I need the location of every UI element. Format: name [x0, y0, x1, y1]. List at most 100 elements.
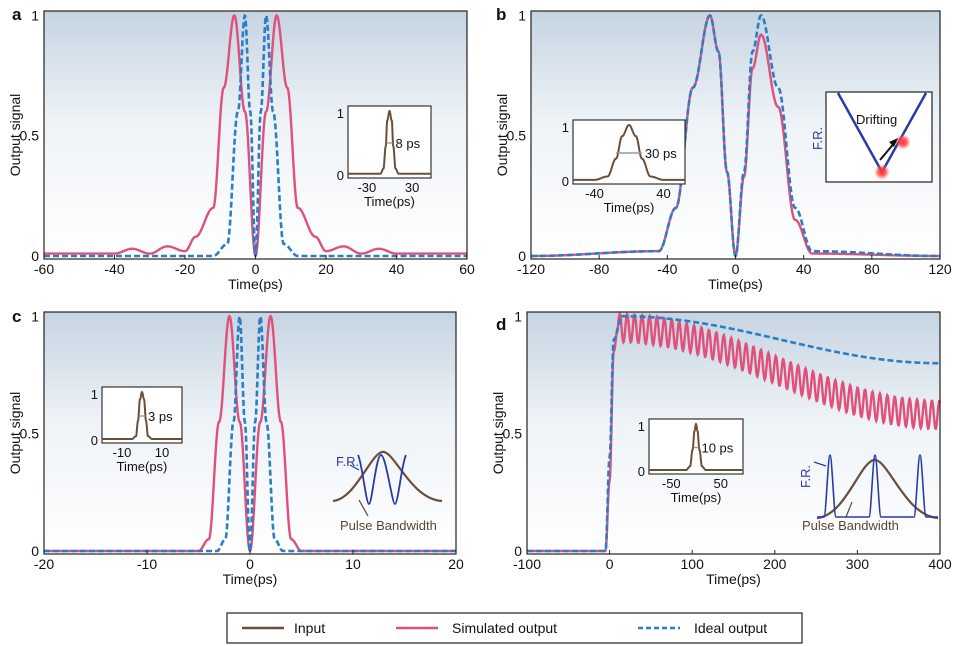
inset-y-tick-label: 0	[337, 168, 344, 183]
x-axis-label: Time(ps)	[706, 571, 761, 587]
schematic-bandwidth-c: F.R. Pulse Bandwidth	[332, 450, 443, 533]
x-tick-label: 60	[459, 261, 475, 277]
x-tick-label: -60	[34, 261, 54, 277]
x-axis-label: Time(ps)	[708, 276, 763, 292]
inset-chart: 8 ps -30 30 0 1 Time(ps)	[337, 105, 432, 209]
legend: Input Simulated output Ideal output	[226, 612, 803, 644]
panel-letter-a: a	[12, 5, 22, 24]
schematic-d-fr-label: F.R.	[798, 465, 813, 488]
inset-annotation: 30 ps	[645, 146, 677, 161]
inset-x-tick-label: 30	[405, 180, 419, 195]
inset-series-input	[348, 109, 431, 175]
inset-chart: 3 ps -10 10 0 1 Time(ps)	[91, 386, 183, 474]
x-tick-label: 40	[796, 261, 812, 277]
y-axis-label: Output signal	[7, 94, 23, 177]
x-tick-label: -20	[175, 261, 195, 277]
x-axis-label: Time(ps)	[223, 571, 278, 587]
schematic-c-annotation: Pulse Bandwidth	[340, 518, 437, 533]
inset-frame	[101, 386, 183, 444]
x-tick-label: 200	[763, 556, 787, 572]
x-tick-label: 0	[252, 261, 260, 277]
x-tick-label: 0	[246, 556, 254, 572]
inset-x-axis-label: Time(ps)	[117, 459, 168, 474]
inset-x-tick-label: 50	[714, 476, 728, 491]
inset-x-tick-label: -50	[662, 476, 681, 491]
y-tick-label: 1	[518, 7, 526, 23]
x-tick-label: 300	[846, 556, 870, 572]
y-tick-label: 0	[31, 543, 39, 559]
bandwidth-arrow-icon	[358, 499, 369, 517]
inset-y-tick-label: 1	[638, 419, 645, 434]
plot-frame	[526, 311, 941, 555]
schematic-c-fr-label: F.R.	[336, 454, 359, 469]
x-axis-label: Time(ps)	[228, 276, 283, 292]
inset-series-input	[102, 390, 182, 441]
x-tick-label: -120	[517, 261, 545, 277]
inset-chart: 30 ps -40 40 0 1 Time(ps)	[562, 119, 686, 215]
inset-x-tick-label: -30	[357, 180, 376, 195]
schematic-d-annotation: Pulse Bandwidth	[802, 518, 899, 533]
series-ideal-output	[527, 314, 940, 553]
x-tick-label: -20	[34, 556, 54, 572]
inset-y-tick-label: 1	[91, 387, 98, 402]
frequency-response-curve	[817, 454, 938, 518]
x-tick-label: 120	[928, 261, 952, 277]
schematic-bandwidth-d: F.R. Pulse Bandwidth	[798, 454, 939, 533]
fr-arrow-icon	[813, 461, 827, 467]
schematic-b-fr-label: F.R.	[810, 127, 825, 150]
inset-chart: 10 ps -50 50 0 1 Time(ps)	[638, 418, 744, 505]
series-ideal-output	[44, 314, 456, 553]
x-tick-label: 0	[732, 261, 740, 277]
x-tick-label: -10	[137, 556, 157, 572]
y-tick-label: 0.5	[20, 426, 40, 442]
x-tick-label: 0	[606, 556, 614, 572]
y-tick-label: 0.5	[503, 426, 523, 442]
y-tick-label: 0	[31, 248, 39, 264]
inset-x-tick-label: -10	[113, 445, 132, 460]
x-tick-label: 10	[345, 556, 361, 572]
y-tick-label: 0.5	[507, 128, 527, 144]
inset-x-tick-label: 40	[656, 186, 670, 201]
inset-y-tick-label: 1	[337, 106, 344, 121]
inset-annotation: 10 ps	[701, 441, 733, 456]
legend-label-simulated: Simulated output	[452, 620, 557, 636]
y-axis-label: Output signal	[494, 94, 510, 177]
inset-frame	[347, 105, 432, 179]
chart-panel-c: -20 -10 0 10 20 0 0.5 1 Time(ps) Output signal 3 p…	[7, 308, 464, 587]
x-tick-label: 400	[928, 556, 952, 572]
x-tick-label: 20	[448, 556, 464, 572]
inset-y-tick-label: 0	[638, 464, 645, 479]
chart-panel-a: -60 -40 -20 0 20 40 60 0 0.5 1 Time(ps) Output sign…	[7, 7, 475, 292]
x-tick-label: 40	[389, 261, 405, 277]
inset-x-tick-label: -40	[585, 186, 604, 201]
inset-x-tick-label: 10	[155, 445, 169, 460]
y-tick-label: 1	[514, 308, 522, 324]
x-tick-label: 20	[318, 261, 334, 277]
y-tick-label: 0	[518, 248, 526, 264]
inset-y-tick-label: 0	[562, 174, 569, 189]
inset-series-input	[649, 422, 743, 472]
inset-x-axis-label: Time(ps)	[364, 194, 415, 209]
fr-arrow-icon	[349, 464, 360, 471]
pulse-spectrum-curve	[332, 450, 443, 503]
bandwidth-arrow-icon	[845, 501, 853, 518]
panel-letter-d: d	[496, 315, 506, 334]
panel-letter-c: c	[12, 307, 21, 326]
x-tick-label: -100	[513, 556, 541, 572]
inset-x-axis-label: Time(ps)	[671, 490, 722, 505]
inset-y-tick-label: 0	[91, 433, 98, 448]
y-tick-label: 0	[514, 543, 522, 559]
panel-letter-b: b	[496, 5, 506, 24]
y-axis-label: Output signal	[7, 392, 23, 475]
inset-annotation: 8 ps	[396, 136, 421, 151]
inset-x-axis-label: Time(ps)	[604, 200, 655, 215]
frequency-response-curve	[357, 454, 407, 505]
x-tick-label: 80	[864, 261, 880, 277]
x-tick-label: 100	[681, 556, 705, 572]
legend-frame	[226, 612, 803, 644]
legend-label-ideal: Ideal output	[694, 620, 767, 636]
inset-annotation: 3 ps	[148, 409, 173, 424]
inset-y-tick-label: 1	[562, 120, 569, 135]
